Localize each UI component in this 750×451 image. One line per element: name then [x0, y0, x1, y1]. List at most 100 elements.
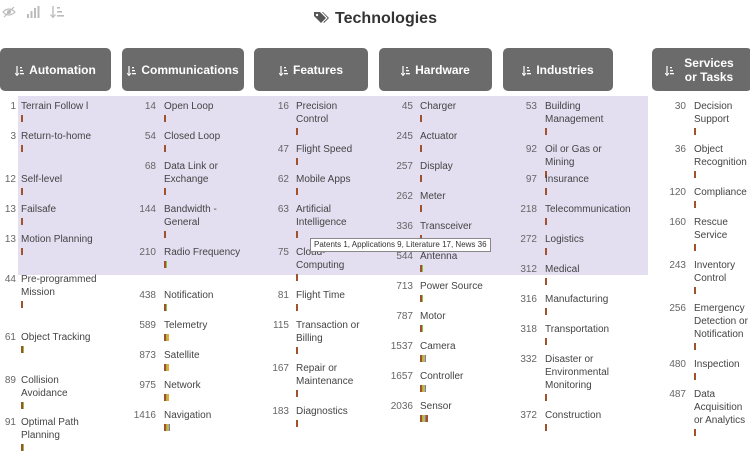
item-count: 3	[10, 131, 16, 142]
item-mini-bar	[545, 394, 547, 401]
bar-segment	[164, 334, 166, 341]
bar-segment	[420, 145, 422, 152]
bar-segment	[694, 128, 696, 135]
bar-segment	[423, 355, 425, 362]
item-mini-bar	[420, 415, 428, 422]
bar-segment	[545, 424, 547, 431]
bar-segment	[420, 325, 422, 332]
item-label: Telecommunication	[545, 204, 631, 215]
item-count: 167	[272, 363, 289, 374]
bar-segment	[165, 424, 167, 431]
column-header[interactable]: Services or Tasks	[652, 48, 750, 91]
bar-segment	[694, 343, 696, 350]
item-count: 16	[277, 101, 289, 112]
bar-segment	[694, 201, 696, 208]
bar-segment	[420, 355, 422, 362]
item-mini-bar	[21, 346, 24, 353]
column-header-label: Services or Tasks	[684, 55, 734, 84]
item-count: 120	[669, 187, 686, 198]
bar-segment	[21, 301, 23, 308]
bar-segment	[545, 338, 547, 345]
item-mini-bar	[21, 145, 23, 152]
bar-segment	[421, 355, 423, 362]
bar-chart-icon[interactable]	[26, 5, 40, 19]
item-count: 210	[139, 247, 156, 258]
item-count: 272	[520, 234, 537, 245]
bar-segment	[420, 115, 422, 122]
item-mini-bar	[21, 402, 24, 409]
item-label: Disaster or Environmental Monitoring	[545, 354, 609, 391]
bar-segment	[165, 334, 167, 341]
item-label: Actuator	[420, 131, 458, 142]
column-features: Features 16 Precision Control 47 Flight Spee…	[254, 48, 368, 427]
item-label: Satellite	[164, 350, 200, 361]
column-header[interactable]: Industries	[503, 48, 613, 91]
item-mini-bar	[545, 188, 547, 195]
item-mini-bar	[545, 424, 547, 431]
item-label: Motion Planning	[21, 234, 93, 245]
item-label: Data Acquisition or Analytics	[694, 389, 746, 426]
bar-segment	[164, 115, 166, 122]
item-mini-bar	[545, 308, 547, 315]
item-mini-bar	[296, 158, 298, 165]
item-mini-bar	[694, 287, 696, 294]
item-count: 487	[669, 389, 686, 400]
bar-segment	[420, 265, 422, 272]
item-mini-bar	[21, 218, 23, 225]
bar-segment	[165, 304, 167, 311]
page-title-text: Technologies	[335, 10, 437, 27]
column-header[interactable]: Automation	[0, 48, 111, 91]
item-mini-bar	[296, 188, 298, 195]
item-label: Inventory Control	[694, 260, 736, 284]
sort-icon[interactable]	[50, 5, 64, 19]
item-mini-bar	[164, 304, 167, 311]
item-label: Diagnostics	[296, 406, 348, 417]
bar-segment	[694, 244, 696, 251]
item-label: Data Link or Exchange	[164, 161, 218, 185]
item-label: Transceiver	[420, 221, 472, 232]
bar-segment	[167, 394, 169, 401]
bar-segment	[545, 188, 547, 195]
bar-segment	[21, 145, 23, 152]
item-mini-bar	[296, 390, 298, 397]
item-label: Oil or Gas or Mining	[545, 144, 602, 168]
item-count: 61	[4, 332, 16, 343]
bar-segment	[167, 364, 169, 371]
bar-segment	[21, 218, 23, 225]
item-count: 53	[525, 101, 537, 112]
item-label: Meter	[420, 191, 446, 202]
item-count: 257	[396, 161, 413, 172]
item-count: 544	[396, 251, 413, 262]
item-mini-bar	[21, 444, 24, 451]
bar-segment	[22, 346, 24, 353]
item-label: Closed Loop	[164, 131, 221, 142]
item-mini-bar	[420, 205, 422, 212]
bar-segment	[168, 424, 170, 431]
item-count: 115	[273, 320, 289, 331]
item-mini-bar	[164, 188, 166, 195]
column-header[interactable]: Hardware	[379, 48, 492, 91]
bar-segment	[167, 334, 169, 341]
item-label: Antenna	[420, 251, 458, 262]
tooltip: Patents 1, Applications 9, Literature 17…	[310, 238, 491, 252]
bar-segment	[424, 385, 426, 392]
item-label: Flight Time	[296, 290, 345, 301]
bar-segment	[296, 390, 298, 397]
column-header[interactable]: Communications	[122, 48, 244, 91]
item-label: Notification	[164, 290, 214, 301]
bar-segment	[545, 218, 547, 225]
sort-icon	[664, 65, 674, 76]
column-header[interactable]: Features	[254, 48, 368, 91]
bar-segment	[21, 248, 23, 255]
item-count: 2036	[390, 401, 413, 412]
item-label: Motor	[420, 311, 446, 322]
item-mini-bar	[164, 424, 170, 431]
item-count: 1537	[390, 341, 413, 352]
eye-slash-icon[interactable]	[2, 5, 16, 19]
sort-icon	[400, 65, 411, 76]
item-label: Object Recognition	[694, 144, 747, 168]
item-mini-bar	[545, 248, 547, 255]
bar-segment	[296, 420, 298, 427]
item-count: 97	[525, 174, 537, 185]
item-mini-bar	[545, 171, 547, 178]
